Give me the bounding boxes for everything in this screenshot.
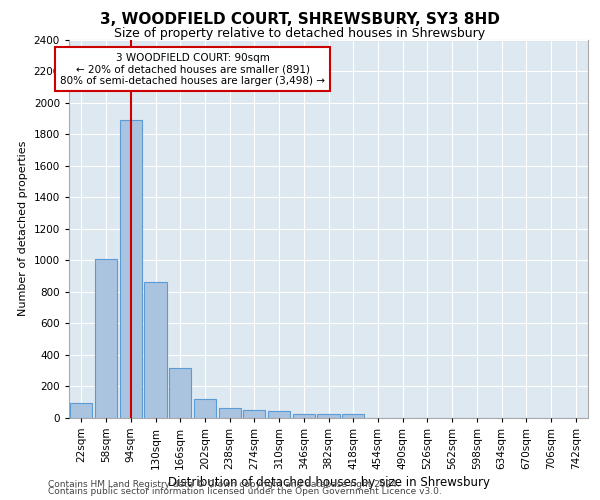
Bar	[317, 414, 340, 418]
Bar	[119, 120, 142, 418]
Bar	[243, 410, 265, 418]
Text: Size of property relative to detached houses in Shrewsbury: Size of property relative to detached ho…	[115, 28, 485, 40]
Y-axis label: Number of detached properties: Number of detached properties	[18, 141, 28, 316]
Text: Contains HM Land Registry data © Crown copyright and database right 2024.: Contains HM Land Registry data © Crown c…	[48, 480, 400, 489]
Text: 3 WOODFIELD COURT: 90sqm
← 20% of detached houses are smaller (891)
80% of semi-: 3 WOODFIELD COURT: 90sqm ← 20% of detach…	[60, 52, 325, 86]
Text: Contains public sector information licensed under the Open Government Licence v3: Contains public sector information licen…	[48, 487, 442, 496]
Bar	[293, 414, 315, 418]
Bar	[95, 258, 117, 418]
X-axis label: Distribution of detached houses by size in Shrewsbury: Distribution of detached houses by size …	[167, 476, 490, 488]
Bar	[194, 398, 216, 417]
Bar	[145, 282, 167, 418]
Bar	[169, 368, 191, 418]
Bar	[218, 408, 241, 418]
Bar	[70, 404, 92, 417]
Bar	[268, 411, 290, 418]
Text: 3, WOODFIELD COURT, SHREWSBURY, SY3 8HD: 3, WOODFIELD COURT, SHREWSBURY, SY3 8HD	[100, 12, 500, 28]
Bar	[342, 414, 364, 418]
